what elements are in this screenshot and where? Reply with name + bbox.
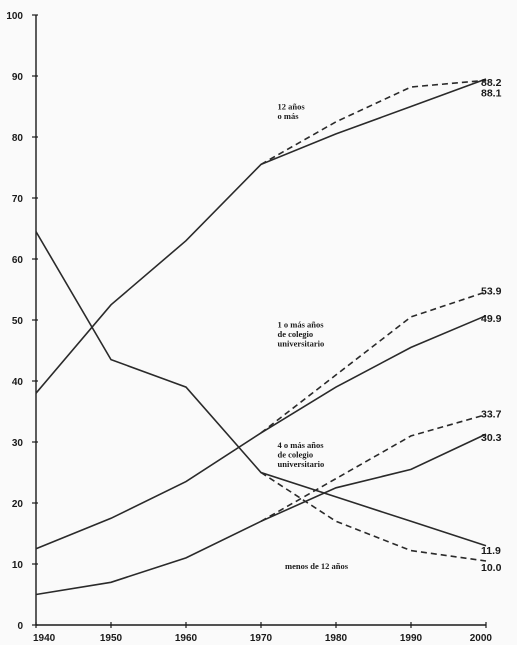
x-tick-label: 1970	[250, 633, 273, 644]
chart-axes: 0 10 20 30 40 50 60 70 80 90 100 1940 1950 1960 1970 19…	[6, 11, 492, 644]
series-1-dashed-line	[260, 79, 487, 166]
x-tick-label: 1950	[100, 633, 123, 644]
y-tick-label: 50	[12, 316, 24, 327]
y-tick-label: 0	[17, 621, 23, 632]
x-tick-label: 1980	[325, 633, 348, 644]
series-label-line: menos de 12 años	[285, 561, 349, 571]
series-label-line: 1 o más años	[278, 319, 325, 329]
series-label-line: universitario	[278, 459, 325, 469]
y-tick-label: 80	[12, 133, 24, 144]
series-4-dashed-line	[260, 471, 487, 562]
series-label-line: 12 años	[278, 102, 306, 112]
series-3-end-value-label: 30.3	[481, 432, 502, 444]
y-tick-label: 100	[6, 11, 23, 22]
series-2-dashed-line	[260, 291, 487, 434]
series-label-line: de colegio	[278, 329, 314, 339]
series-label-line: o más	[278, 111, 300, 121]
y-tick-label: 60	[12, 255, 24, 266]
x-tick-label: 1960	[175, 633, 198, 644]
series-1-label: 12 años o más	[278, 102, 306, 122]
series-4-label: menos de 12 años	[285, 561, 349, 571]
series-1-end-value-label: 88.2	[481, 77, 502, 89]
y-tick-label: 90	[12, 72, 24, 83]
x-tick-label: 2000	[470, 633, 493, 644]
series-3-end-value-label: 33.7	[481, 408, 502, 420]
y-tick-label: 40	[12, 377, 24, 388]
y-tick-label: 10	[12, 560, 24, 571]
series-1-end-value-label: 88.1	[481, 87, 502, 99]
y-tick-label: 30	[12, 438, 24, 449]
y-tick-label: 70	[12, 194, 24, 205]
series-3-solid-line	[35, 433, 487, 596]
chart-series-lines	[35, 78, 487, 596]
series-2-end-value-label: 53.9	[481, 286, 502, 298]
series-label-line: 4 o más años	[278, 440, 325, 450]
series-3-label: 4 o más años de colegio universitario	[278, 440, 325, 469]
series-label-line: de colegio	[278, 450, 314, 460]
series-2-end-value-label: 49.9	[481, 313, 502, 325]
series-4-end-value-label: 10.0	[481, 562, 502, 574]
y-tick-label: 20	[12, 499, 24, 510]
x-tick-label: 1940	[33, 633, 56, 644]
series-3-dashed-line	[260, 413, 487, 522]
series-4-end-value-label: 11.9	[481, 545, 501, 557]
x-tick-label: 1990	[400, 633, 423, 644]
series-4-solid-line	[35, 231, 487, 547]
series-2-label: 1 o más años de colegio universitario	[278, 319, 325, 348]
series-label-line: universitario	[278, 338, 325, 348]
